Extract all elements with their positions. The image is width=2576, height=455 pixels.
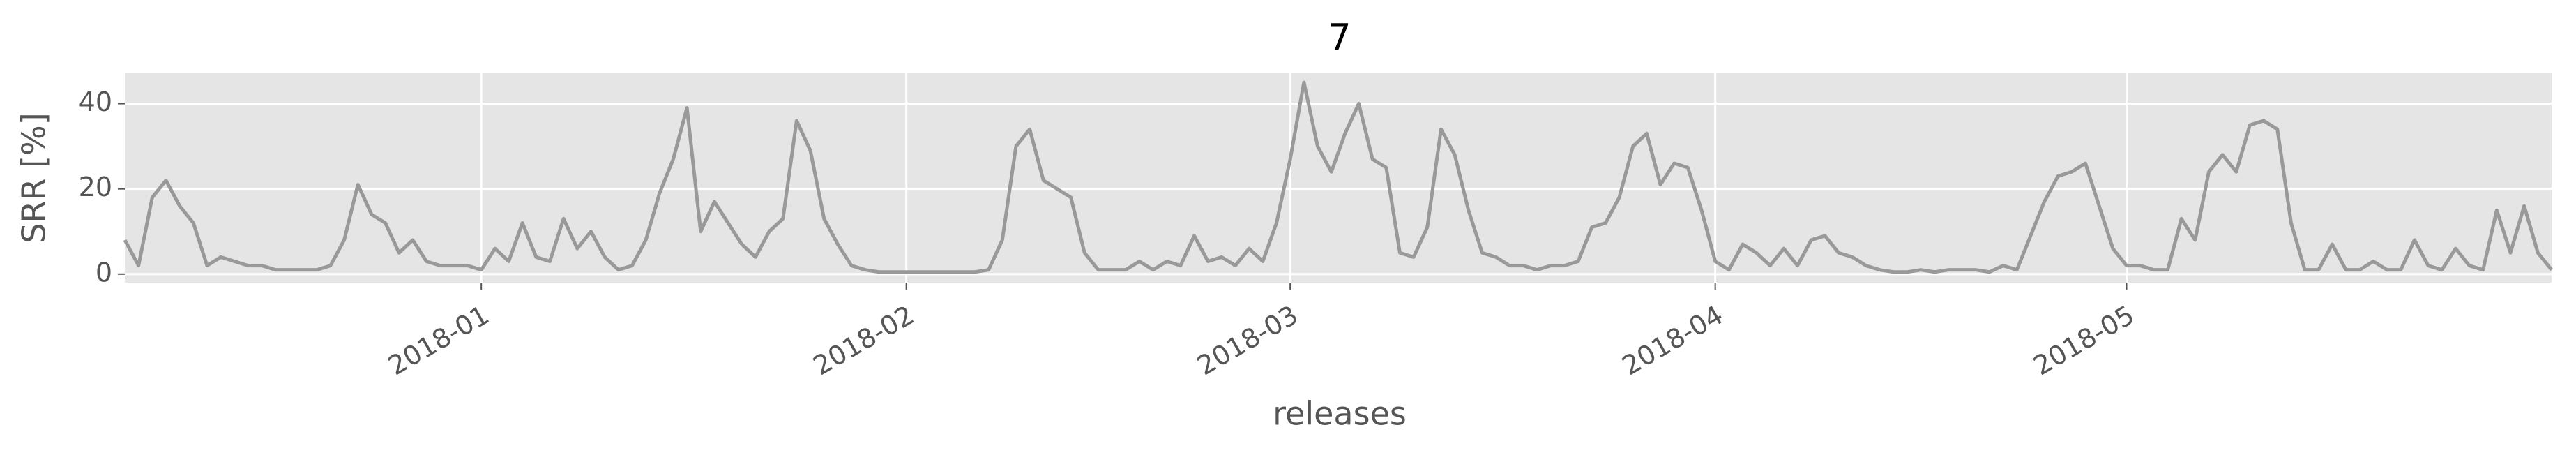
x-tick-label: 2018-05 [2029,299,2140,381]
line [123,80,2553,274]
x-tick-label: 2018-03 [1192,299,1303,381]
x-tick-label: 2018-01 [383,299,494,381]
y-tick-label: 0 [96,257,112,288]
x-tick-label: 2018-02 [808,299,920,381]
plot [123,80,2553,274]
grid [125,73,2552,283]
x-tick-label: 2018-04 [1617,299,1729,381]
plot-background [125,73,2552,283]
y-axis-label: SRR [%] [15,112,53,243]
y-tick-label: 40 [79,87,112,117]
chart-title: 7 [1328,17,1351,59]
y-tick-label: 20 [79,172,112,202]
x-axis-label: releases [1273,395,1407,433]
